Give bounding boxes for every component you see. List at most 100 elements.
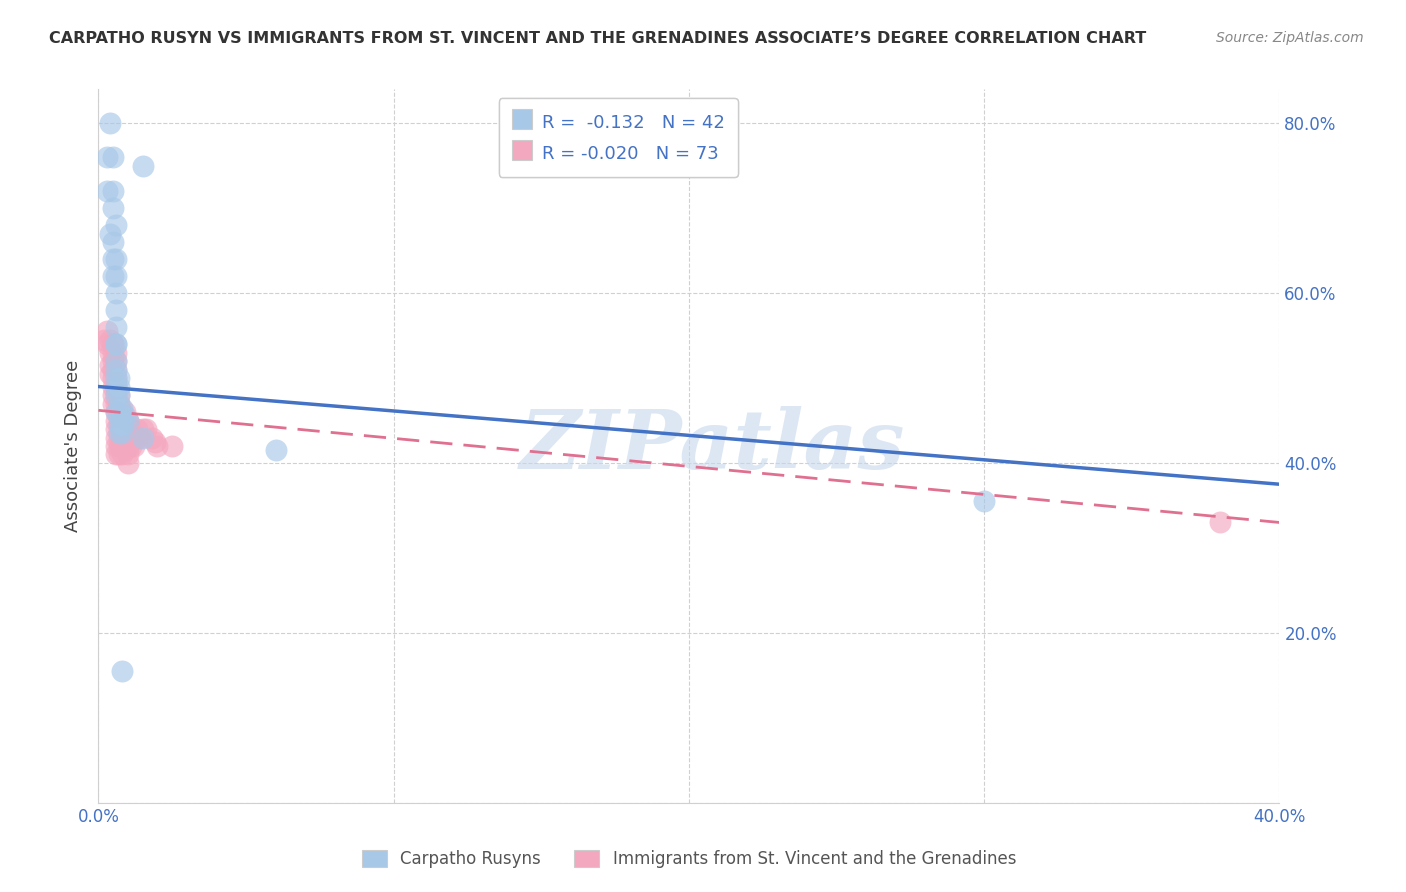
Point — [96, 184, 118, 198]
Point — [103, 354, 125, 368]
Point — [105, 337, 128, 351]
Point — [1209, 516, 1232, 530]
Point — [111, 405, 134, 419]
Point — [108, 409, 131, 424]
Point — [105, 337, 128, 351]
Point — [120, 422, 142, 436]
Point — [103, 337, 125, 351]
Point — [114, 405, 136, 419]
Point — [122, 430, 145, 444]
Point — [105, 354, 128, 368]
Point — [103, 337, 125, 351]
Point — [111, 401, 134, 415]
Point — [108, 422, 131, 436]
Point — [96, 324, 118, 338]
Point — [103, 388, 125, 402]
Point — [103, 201, 125, 215]
Point — [105, 303, 128, 318]
Point — [105, 371, 128, 385]
Legend: Carpatho Rusyns, Immigrants from St. Vincent and the Grenadines: Carpatho Rusyns, Immigrants from St. Vin… — [356, 843, 1022, 875]
Point — [117, 430, 139, 444]
Point — [103, 396, 125, 410]
Point — [103, 252, 125, 266]
Point — [111, 448, 134, 462]
Point — [108, 388, 131, 402]
Point — [125, 422, 148, 436]
Point — [105, 396, 128, 410]
Point — [114, 443, 136, 458]
Point — [114, 409, 136, 424]
Text: CARPATHO RUSYN VS IMMIGRANTS FROM ST. VINCENT AND THE GRENADINES ASSOCIATE’S DEG: CARPATHO RUSYN VS IMMIGRANTS FROM ST. VI… — [49, 31, 1146, 46]
Point — [114, 430, 136, 444]
Point — [162, 439, 183, 453]
Point — [122, 439, 145, 453]
Point — [132, 159, 155, 173]
Point — [111, 664, 134, 678]
Point — [108, 417, 131, 432]
Point — [146, 439, 169, 453]
Point — [105, 354, 128, 368]
Point — [141, 430, 163, 444]
Point — [98, 333, 121, 347]
Point — [103, 184, 125, 198]
Point — [103, 269, 125, 284]
Point — [105, 371, 128, 385]
Point — [103, 362, 125, 376]
Point — [120, 439, 142, 453]
Point — [132, 422, 155, 436]
Point — [108, 448, 131, 462]
Point — [103, 150, 125, 164]
Point — [103, 371, 125, 385]
Point — [103, 345, 125, 359]
Point — [105, 405, 128, 419]
Point — [105, 439, 128, 453]
Point — [128, 430, 150, 444]
Point — [117, 413, 139, 427]
Point — [108, 371, 131, 385]
Text: Source: ZipAtlas.com: Source: ZipAtlas.com — [1216, 31, 1364, 45]
Text: ZIPatlas: ZIPatlas — [520, 406, 905, 486]
Point — [111, 409, 134, 424]
Point — [111, 422, 134, 436]
Point — [111, 426, 134, 441]
Point — [111, 413, 134, 427]
Point — [117, 413, 139, 427]
Point — [135, 422, 157, 436]
Point — [117, 456, 139, 470]
Point — [105, 379, 128, 393]
Point — [105, 218, 128, 232]
Point — [105, 430, 128, 444]
Point — [125, 430, 148, 444]
Point — [96, 150, 118, 164]
Point — [105, 413, 128, 427]
Point — [114, 413, 136, 427]
Point — [108, 439, 131, 453]
Y-axis label: Associate's Degree: Associate's Degree — [65, 359, 83, 533]
Point — [105, 448, 128, 462]
Point — [120, 430, 142, 444]
Point — [132, 430, 155, 444]
Point — [108, 405, 131, 419]
Point — [114, 439, 136, 453]
Point — [98, 345, 121, 359]
Point — [105, 362, 128, 376]
Point — [105, 269, 128, 284]
Point — [264, 443, 287, 458]
Point — [108, 413, 131, 427]
Legend: R =  -0.132   N = 42, R = -0.020   N = 73: R = -0.132 N = 42, R = -0.020 N = 73 — [499, 98, 738, 177]
Point — [105, 422, 128, 436]
Point — [98, 227, 121, 241]
Point — [108, 396, 131, 410]
Point — [105, 286, 128, 301]
Point — [108, 430, 131, 444]
Point — [98, 359, 121, 373]
Point — [117, 413, 139, 427]
Point — [117, 448, 139, 462]
Point — [98, 367, 121, 381]
Point — [96, 337, 118, 351]
Point — [93, 333, 115, 347]
Point — [103, 379, 125, 393]
Point — [973, 494, 995, 508]
Point — [105, 388, 128, 402]
Point — [114, 422, 136, 436]
